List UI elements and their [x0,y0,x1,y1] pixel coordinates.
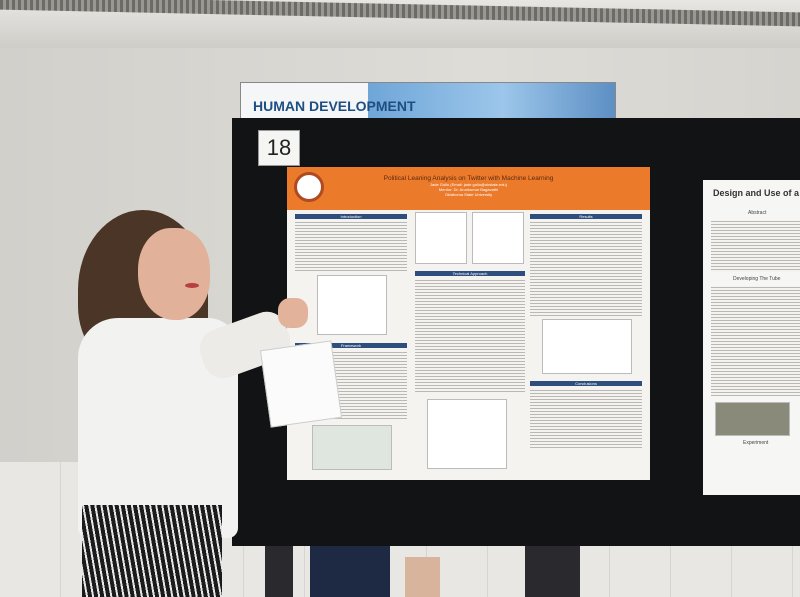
section-technical-approach: Technical Approach [415,271,525,276]
neighbor-poster: Design and Use of a Abstract Developing … [703,180,800,495]
conclusions-text [530,389,642,449]
poster-title: Political Leaning Analysis on Twitter wi… [383,175,554,182]
intro-figure [317,275,387,335]
research-poster: Political Leaning Analysis on Twitter wi… [287,167,650,480]
presenter-hand [278,298,308,328]
poster-institution: Oklahoma State University [444,192,493,197]
poster2-abstract-text [711,220,800,272]
poster-mentor: Mentor: Dr. Arunkumar Bagavathi [438,187,499,192]
section-framework: Framework [295,343,407,348]
presenter-face [138,228,210,320]
poster2-abstract-heading: Abstract [748,210,767,216]
bar-chart-figure [415,212,467,264]
word-cloud [312,425,392,470]
poster2-developing-heading: Developing The Tube [733,276,781,282]
poster-author: Jade Gullo (Email: jade.gullo@okstate.ed… [430,182,507,187]
section-introduction: Introduction [295,214,407,219]
intro-text [295,221,407,271]
other-visitors [265,546,595,597]
poster2-title: Design and Use of a [713,188,800,198]
poster2-experiment-heading: Experiment [743,440,769,446]
section-results: Results [530,214,642,219]
board-number-card: 18 [258,130,300,166]
sign-text: HUMAN DEVELOPMENT [253,98,416,114]
university-logo [294,172,324,202]
presenter-lips [185,283,199,288]
section-conclusions: Conclusions [530,381,642,386]
poster2-photo [715,402,790,436]
poster2-text [711,286,800,396]
results-chart [542,319,632,374]
poster-header: Political Leaning Analysis on Twitter wi… [287,167,650,210]
network-diagram [427,399,507,469]
line-chart-figure [472,212,524,264]
technical-text [415,279,525,394]
presenter-striped-skirt [82,505,222,597]
results-text [530,221,642,316]
handout-paper [259,340,343,428]
